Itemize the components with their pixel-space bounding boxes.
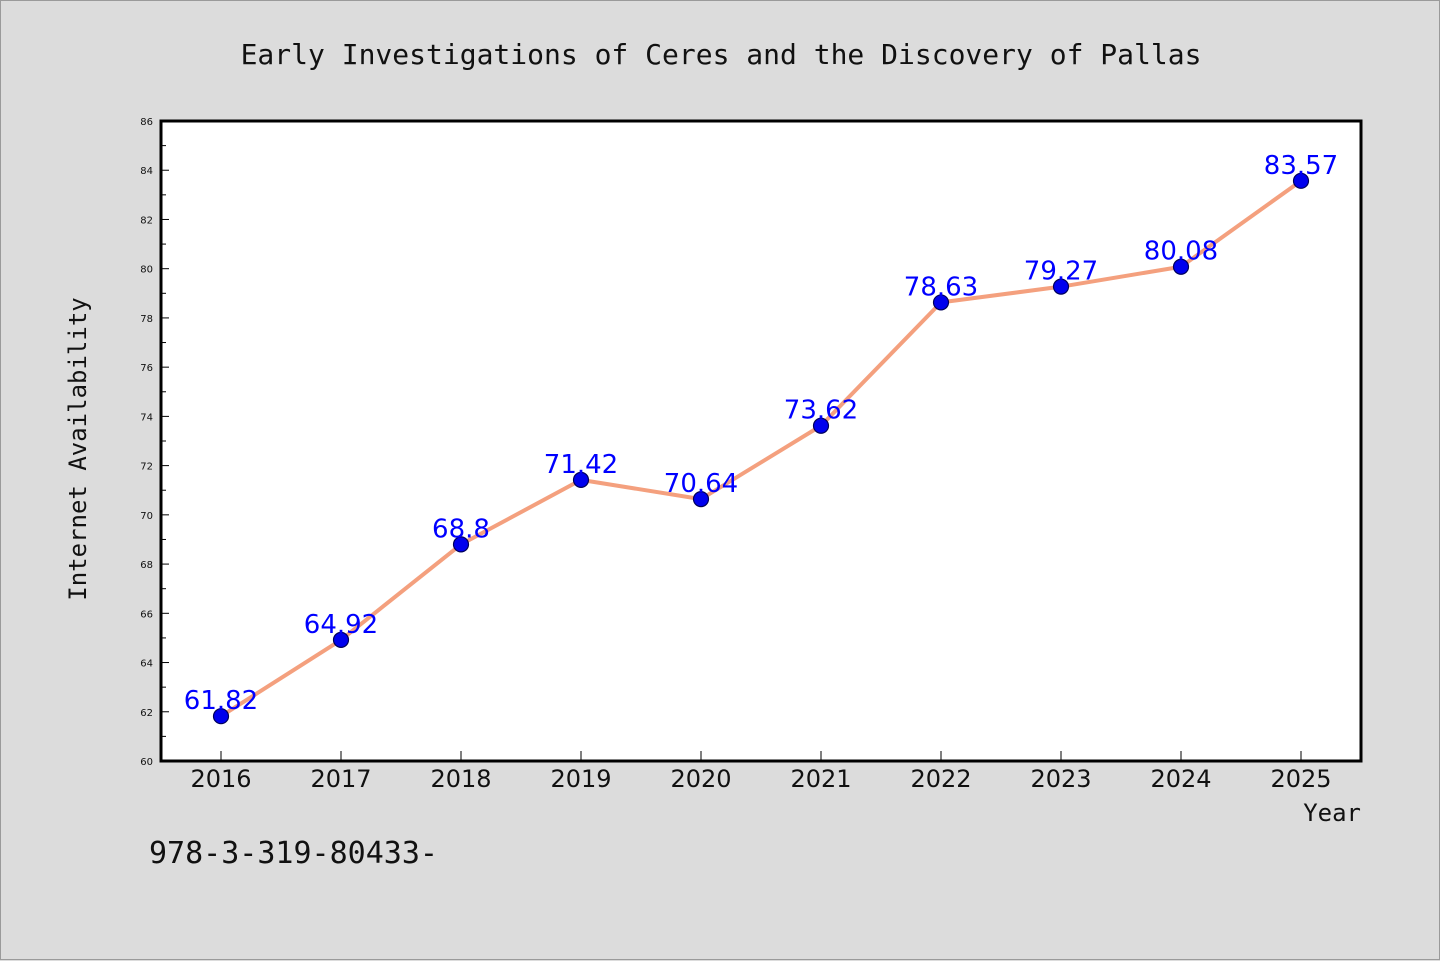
data-label: 83.57 (1264, 151, 1338, 181)
y-tick-label: 62 (140, 708, 153, 719)
data-point-marker (1292, 172, 1310, 189)
y-tick-label: 70 (140, 511, 153, 522)
x-tick-label: 2017 (310, 765, 371, 793)
data-label: 78.63 (904, 272, 978, 302)
y-tick-label: 74 (140, 412, 153, 423)
series-line (219, 178, 1303, 719)
chart-title: Early Investigations of Ceres and the Di… (241, 38, 1202, 71)
plot-area (161, 121, 1361, 761)
data-label: 70.64 (664, 469, 738, 499)
y-tick-label: 82 (140, 215, 153, 226)
x-tick-label: 2018 (430, 765, 491, 793)
footnote-text: 978-3-319-80433- (149, 836, 438, 871)
x-axis-ticks: 2016 2017 2018 2019 2020 2021 2022 2023 2024 2025 (190, 751, 1332, 793)
x-tick-label: 2019 (550, 765, 611, 793)
y-tick-label: 86 (140, 117, 153, 128)
x-tick-label: 2023 (1030, 765, 1091, 793)
data-label: 80.08 (1144, 237, 1218, 267)
x-tick-label: 2016 (190, 765, 251, 793)
data-label: 68.8 (432, 514, 490, 544)
x-tick-label: 2021 (790, 765, 851, 793)
x-tick-label: 2022 (910, 765, 971, 793)
y-tick-label: 84 (140, 166, 153, 177)
data-label: 61.82 (184, 686, 258, 716)
y-axis-ticks: 60 62 64 66 68 70 72 74 76 78 80 82 84 86 (140, 117, 169, 768)
plot-frame (159, 119, 1363, 763)
x-tick-label: 2024 (1150, 765, 1211, 793)
y-axis-label: Internet Availability (64, 297, 92, 600)
data-point-marker (812, 417, 830, 434)
y-tick-label: 78 (140, 314, 153, 325)
y-tick-label: 64 (140, 659, 153, 670)
y-tick-label: 76 (140, 363, 153, 374)
data-label: 79.27 (1024, 257, 1098, 287)
data-point-marker (212, 708, 230, 725)
data-point-marker (1052, 278, 1070, 295)
x-tick-label: 2025 (1270, 765, 1331, 793)
data-label: 73.62 (784, 396, 858, 426)
series-group: 61.82 64.92 68.8 71.42 70.64 73.62 78.63 79.27 8… (184, 151, 1338, 725)
data-point-marker (332, 631, 350, 648)
y-tick-label: 72 (140, 462, 153, 473)
y-tick-label: 66 (140, 609, 153, 620)
x-tick-label: 2020 (670, 765, 731, 793)
x-axis-label: Year (1303, 799, 1361, 827)
data-label: 71.42 (544, 450, 618, 480)
y-tick-label: 68 (140, 560, 153, 571)
data-point-marker (452, 536, 470, 553)
y-tick-label: 60 (140, 757, 153, 768)
data-point-marker (572, 471, 590, 488)
data-point-marker (692, 490, 710, 508)
data-label: 64.92 (304, 610, 378, 640)
y-tick-label: 80 (140, 265, 153, 276)
data-point-marker (932, 294, 950, 311)
data-point-marker (1172, 258, 1190, 275)
